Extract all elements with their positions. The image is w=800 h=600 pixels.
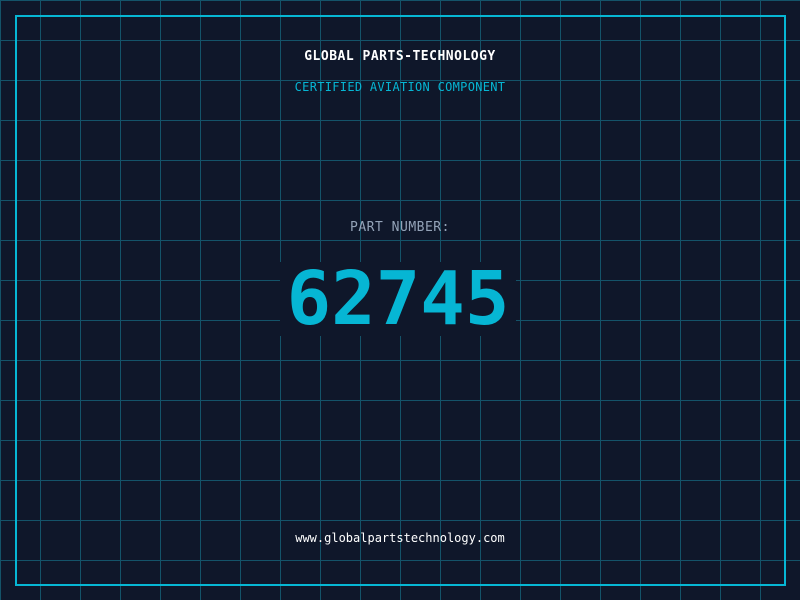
certification-subtitle: CERTIFIED AVIATION COMPONENT: [294, 80, 506, 94]
part-number-label: PART NUMBER:: [350, 220, 450, 235]
part-number-value: 62745: [280, 262, 516, 336]
company-name: GLOBAL PARTS-TECHNOLOGY: [304, 49, 496, 64]
website-url: www.globalpartstechnology.com: [295, 531, 505, 545]
border-frame: [15, 15, 786, 586]
